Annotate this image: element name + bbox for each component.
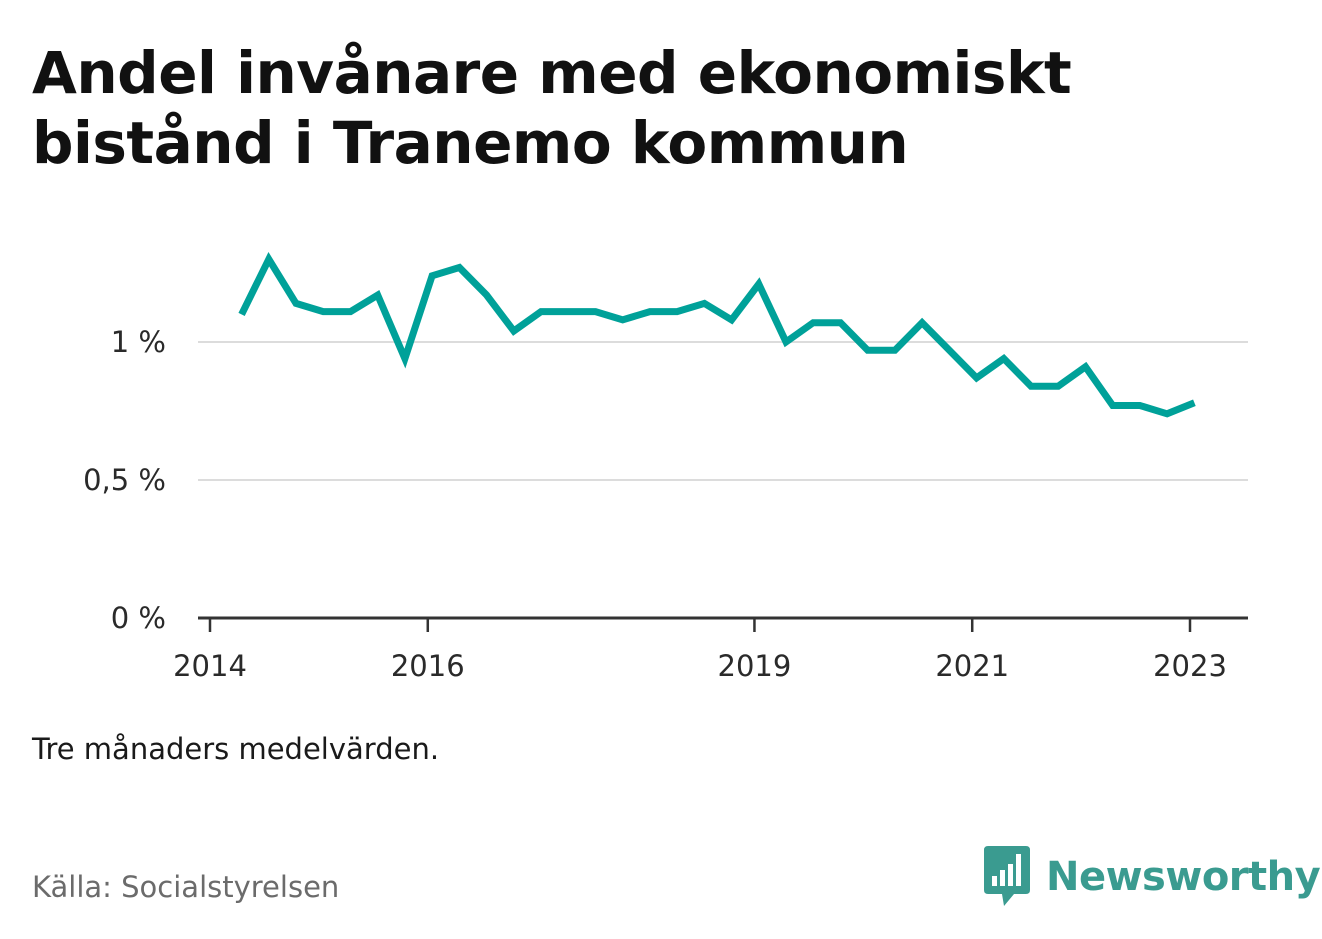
series-line xyxy=(238,251,1196,418)
chart-title: Andel invånare med ekonomiskt bistånd i … xyxy=(32,38,1232,178)
y-tick-label: 0 % xyxy=(111,601,166,635)
bar-chart-speech-bubble-icon xyxy=(984,846,1030,906)
y-tick-label: 0,5 % xyxy=(83,463,166,497)
x-tick-label: 2014 xyxy=(173,649,247,683)
chart-title-line-2: bistånd i Tranemo kommun xyxy=(32,109,909,177)
y-tick-label: 1 % xyxy=(111,325,166,359)
x-tick-label: 2019 xyxy=(718,649,792,683)
brand-name: Newsworthy xyxy=(1046,854,1321,900)
brand-logo: Newsworthy xyxy=(982,846,1321,908)
chart-note: Tre månaders medelvärden. xyxy=(32,732,440,766)
chart-title-line-1: Andel invånare med ekonomiskt xyxy=(32,39,1072,107)
x-tick-label: 2021 xyxy=(935,649,1009,683)
source-credit: Källa: Socialstyrelsen xyxy=(32,870,340,904)
x-tick-label: 2016 xyxy=(391,649,465,683)
x-tick-label: 2023 xyxy=(1153,649,1227,683)
